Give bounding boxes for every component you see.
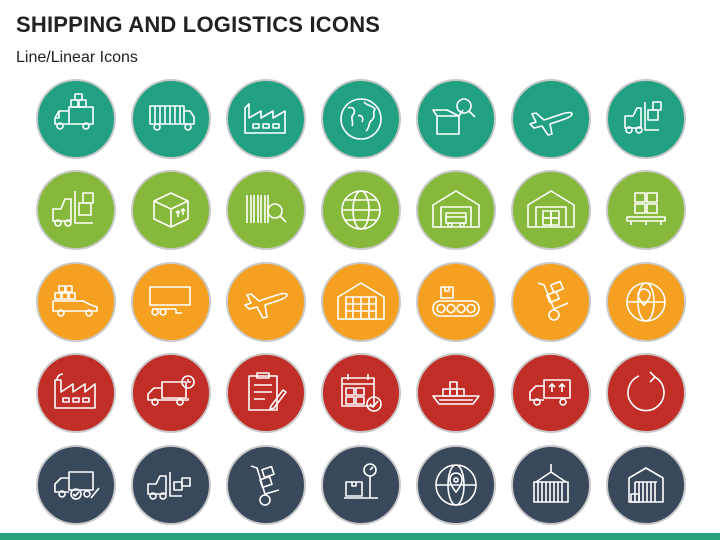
truck-clock-icon [130, 352, 212, 434]
van-boxes-icon [35, 261, 117, 343]
icon-row-3 [35, 261, 687, 343]
cargo-ship-icon [415, 352, 497, 434]
box-search-icon [415, 78, 497, 160]
delivery-truck-boxes-icon [35, 78, 117, 160]
checklist-icon [225, 352, 307, 434]
hand-truck-icon [510, 261, 592, 343]
factory-icon [35, 352, 117, 434]
factory-icon [225, 78, 307, 160]
stacked-boxes-icon [605, 169, 687, 251]
trailer-icon [130, 261, 212, 343]
icon-row-1 [35, 78, 687, 160]
package-box-icon [130, 169, 212, 251]
airplane-icon [225, 261, 307, 343]
truck-arrows-icon [510, 352, 592, 434]
globe-grid-icon [320, 169, 402, 251]
warehouse-truck-icon [415, 169, 497, 251]
forklift-truck-icon [130, 444, 212, 526]
warehouse-icon [510, 169, 592, 251]
shipping-container-icon [510, 444, 592, 526]
page-title: SHIPPING AND LOGISTICS ICONS [16, 12, 381, 37]
globe-pin-icon [605, 261, 687, 343]
bottom-accent-bar [0, 533, 720, 540]
icon-row-5 [35, 444, 687, 526]
icon-grid [35, 78, 687, 538]
calendar-check-icon [320, 352, 402, 434]
icon-row-4 [35, 352, 687, 434]
airplane-icon [510, 78, 592, 160]
warehouse-building-icon [320, 261, 402, 343]
conveyor-belt-icon [415, 261, 497, 343]
icon-row-2 [35, 169, 687, 251]
refresh-icon [605, 352, 687, 434]
forklift-icon [605, 78, 687, 160]
truck-check-icon [35, 444, 117, 526]
barcode-search-icon [225, 169, 307, 251]
forklift-boxes-icon [35, 169, 117, 251]
hand-truck-icon [225, 444, 307, 526]
page-subtitle: Line/Linear Icons [16, 49, 138, 66]
weighing-scale-icon [320, 444, 402, 526]
cargo-truck-icon [130, 78, 212, 160]
globe-icon [320, 78, 402, 160]
globe-location-icon [415, 444, 497, 526]
storage-unit-icon [605, 444, 687, 526]
